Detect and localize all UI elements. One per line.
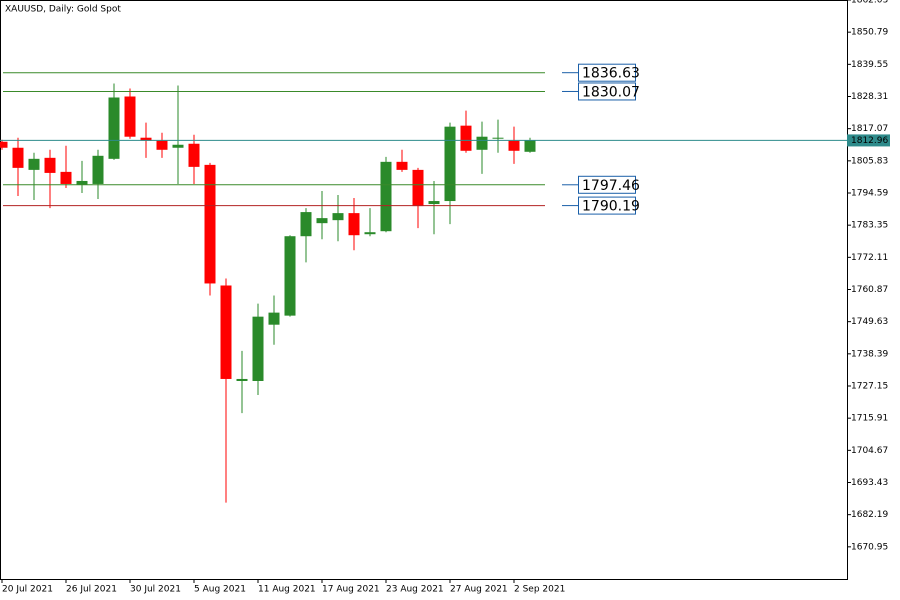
- candle-body: [156, 140, 168, 150]
- candle-body: [204, 164, 216, 284]
- y-tick-label: 1828.31: [851, 92, 888, 102]
- y-tick-label: 1682.19: [851, 510, 888, 520]
- candle-body: [300, 212, 312, 237]
- current-price-label: 1812.96: [851, 136, 888, 146]
- y-tick-label: 1862.03: [851, 0, 888, 6]
- x-tick-label: 17 Aug 2021: [322, 585, 380, 595]
- level-label-box: [578, 175, 636, 194]
- candle-body: [188, 143, 200, 167]
- candle-body: [140, 137, 152, 141]
- candle-body: [28, 158, 40, 170]
- x-tick-label: 30 Jul 2021: [130, 585, 181, 595]
- y-tick-label: 1670.95: [851, 542, 888, 552]
- x-tick-label: 2 Sep 2021: [514, 585, 565, 595]
- candle-body: [476, 136, 488, 150]
- y-tick-label: 1727.15: [851, 382, 888, 392]
- y-tick-label: 1850.79: [851, 28, 888, 38]
- plot-frame: [0, 0, 848, 580]
- candle-body: [348, 213, 360, 236]
- y-tick-label: 1693.43: [851, 478, 888, 488]
- candle-body: [220, 285, 232, 379]
- chart-title: XAUUSD, Daily: Gold Spot: [5, 5, 121, 15]
- candle-body: [444, 126, 456, 202]
- y-tick-label: 1704.67: [851, 446, 888, 456]
- y-tick-label: 1760.87: [851, 285, 888, 295]
- candle-body: [60, 171, 72, 184]
- candle-body: [0, 141, 8, 148]
- candle-body: [396, 161, 408, 170]
- candle-body: [252, 316, 264, 381]
- y-tick-label: 1794.59: [851, 189, 888, 199]
- candle-body: [508, 140, 520, 151]
- candle-body: [172, 144, 184, 148]
- y-tick-label: 1805.83: [851, 156, 888, 166]
- x-tick-label: 27 Aug 2021: [450, 585, 508, 595]
- level-label-box: [578, 63, 636, 82]
- level-label: 1797.46: [582, 178, 640, 194]
- level-label: 1790.19: [582, 199, 640, 215]
- candle-body: [332, 213, 344, 221]
- y-tick-label: 1738.39: [851, 349, 888, 359]
- current-price-box: [847, 134, 890, 147]
- candle-body: [380, 161, 392, 232]
- y-tick-label: 1839.55: [851, 60, 888, 70]
- level-label: 1830.07: [582, 84, 640, 100]
- candle-body: [76, 180, 88, 185]
- x-tick-label: 20 Jul 2021: [2, 585, 53, 595]
- candle-body: [364, 232, 376, 235]
- x-tick-label: 23 Aug 2021: [386, 585, 444, 595]
- y-tick-label: 1715.91: [851, 414, 888, 424]
- candle-body: [428, 201, 440, 205]
- candle-body: [316, 218, 328, 224]
- candle-body: [236, 378, 248, 381]
- x-tick-label: 5 Aug 2021: [194, 585, 246, 595]
- y-tick-label: 1772.11: [851, 253, 888, 263]
- x-tick-label: 11 Aug 2021: [258, 585, 316, 595]
- candle-body: [492, 137, 504, 139]
- y-tick-label: 1817.07: [851, 124, 888, 134]
- candle-body: [92, 155, 104, 184]
- candle-body: [44, 157, 56, 173]
- candle-body: [12, 147, 24, 168]
- candle-body: [284, 236, 296, 316]
- candle-body: [524, 140, 536, 152]
- level-label: 1836.63: [582, 66, 640, 82]
- candle-body: [124, 96, 136, 137]
- y-tick-label: 1783.35: [851, 221, 888, 231]
- level-label-box: [578, 82, 636, 101]
- x-tick-label: 26 Jul 2021: [66, 585, 117, 595]
- candle-body: [412, 169, 424, 207]
- y-tick-label: 1749.63: [851, 317, 888, 327]
- candle-body: [268, 312, 280, 325]
- level-label-box: [578, 196, 636, 215]
- candle-body: [460, 125, 472, 151]
- candle-body: [108, 97, 120, 159]
